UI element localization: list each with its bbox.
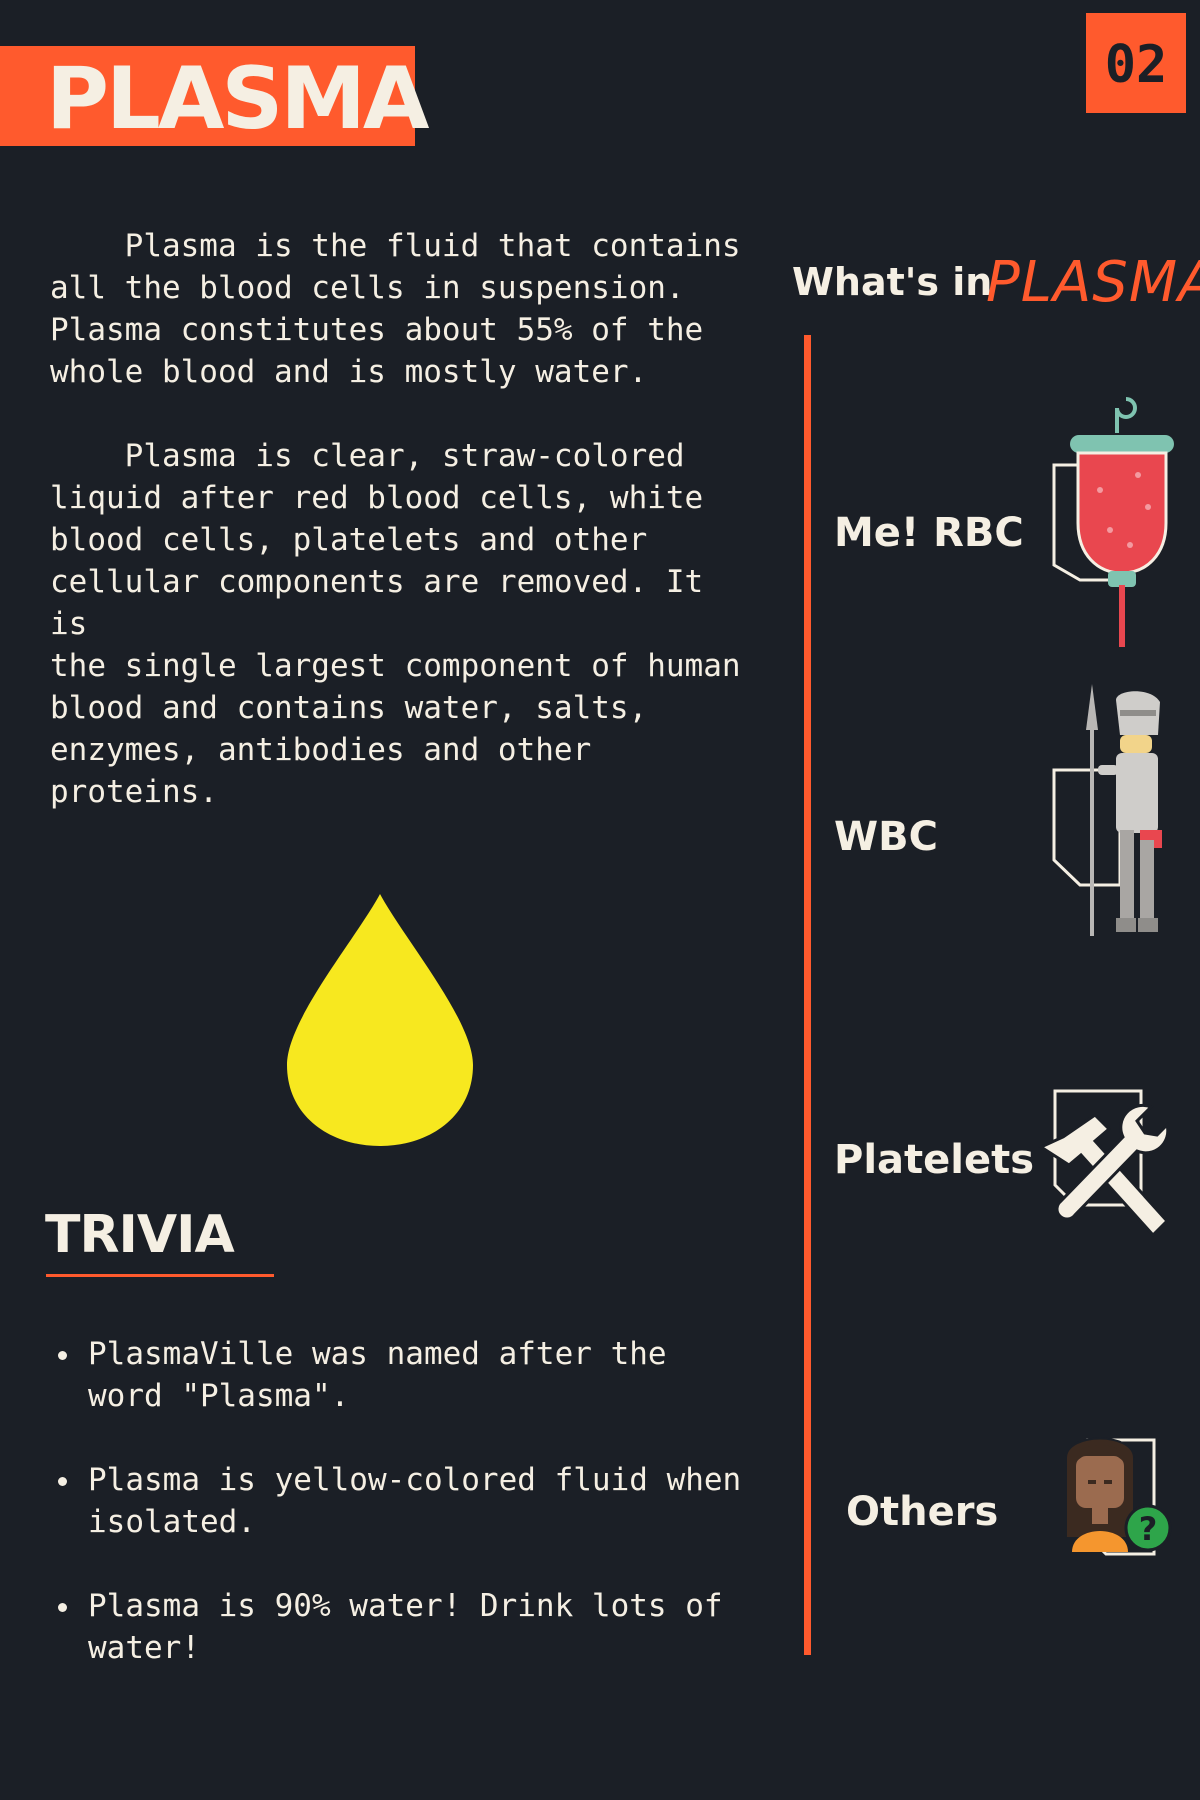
blood-bag-icon xyxy=(1050,395,1180,655)
timeline-line xyxy=(804,335,811,1655)
intro-paragraph-1: Plasma is the fluid that contains all th… xyxy=(50,228,741,390)
trivia-underline xyxy=(46,1274,274,1277)
intro-text: Plasma is the fluid that contains all th… xyxy=(50,225,750,813)
trivia-item: PlasmaVille was named after the word "Pl… xyxy=(50,1333,750,1417)
trivia-item: Plasma is yellow-colored fluid when isol… xyxy=(50,1459,750,1543)
components-heading-accent: PLASMA xyxy=(986,250,1200,315)
trivia-list: PlasmaVille was named after the word "Pl… xyxy=(50,1333,750,1711)
component-label-others: Others xyxy=(846,1489,999,1535)
intro-paragraph-2: Plasma is clear, straw-colored liquid af… xyxy=(50,438,741,810)
components-heading: What's in xyxy=(792,260,993,304)
person-question-icon: ? xyxy=(1060,1428,1180,1558)
component-label-rbc: Me! RBC xyxy=(834,510,1024,556)
component-label-platelets: Platelets xyxy=(834,1137,1035,1183)
svg-text:?: ? xyxy=(1139,1510,1158,1548)
knight-icon xyxy=(1050,680,1180,940)
title-banner: PLASMA xyxy=(0,46,429,146)
hammer-wrench-icon xyxy=(1035,1085,1180,1245)
page-number-badge: 02 xyxy=(1086,13,1186,113)
plasma-drop-icon xyxy=(285,890,475,1150)
page-number: 02 xyxy=(1104,35,1168,95)
component-label-wbc: WBC xyxy=(834,814,938,860)
page-title: PLASMA xyxy=(46,49,429,149)
trivia-heading: TRIVIA xyxy=(45,1205,235,1265)
trivia-item: Plasma is 90% water! Drink lots of water… xyxy=(50,1585,750,1669)
